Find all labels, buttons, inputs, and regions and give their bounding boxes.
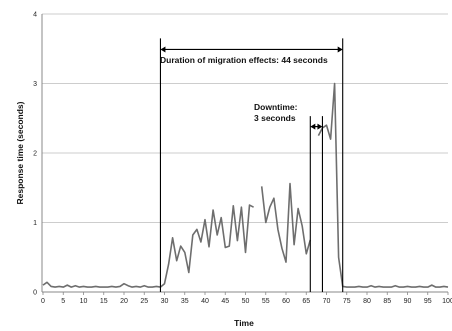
- x-tick-label: 90: [404, 298, 412, 305]
- x-tick-label: 20: [120, 298, 128, 305]
- annotation-arrow-1-head-right: [317, 123, 323, 130]
- x-tick-label: 100: [442, 298, 452, 305]
- x-tick-label: 65: [302, 298, 310, 305]
- annotation-arrow-0: [160, 46, 343, 53]
- x-tick-label: 85: [383, 298, 391, 305]
- x-tick-label: 30: [161, 298, 169, 305]
- y-axis-title: Response time (seconds): [15, 101, 25, 204]
- annotation-migration-text: Duration of migration effects: 44 second…: [160, 55, 328, 65]
- annotation-arrow-1-head-left: [310, 123, 316, 130]
- x-tick-label: 60: [282, 298, 290, 305]
- series-segment-1: [260, 182, 312, 263]
- x-axis-title: Time: [234, 318, 254, 328]
- x-tick-label: 0: [41, 298, 45, 305]
- x-tick-label: 50: [242, 298, 250, 305]
- x-tick-labels: 0 5 10 15 20 25 30 35 40 45 50 55 60 65 70 75 80 85 90 95 10…: [41, 298, 452, 305]
- series-segment-0: [42, 204, 254, 288]
- x-tick-label: 80: [363, 298, 371, 305]
- annotation-downtime-line1: Downtime:: [254, 102, 298, 112]
- annotation-arrow-0-head-right: [337, 46, 343, 53]
- x-tick-label: 75: [343, 298, 351, 305]
- x-tick-label: 10: [80, 298, 88, 305]
- marker-lines: [159, 38, 344, 292]
- x-tick-label: 70: [323, 298, 331, 305]
- annotation-arrow-1: [310, 123, 323, 130]
- x-tick-label: 40: [201, 298, 209, 305]
- y-tick-label: 0: [33, 290, 37, 297]
- series-segment-2: [317, 82, 449, 288]
- x-tick-label: 95: [424, 298, 432, 305]
- series-line: [42, 82, 449, 288]
- x-tick-label: 35: [181, 298, 189, 305]
- y-tick-label: 2: [33, 151, 37, 158]
- y-tick-label: 3: [33, 81, 37, 88]
- y-tick-label: 4: [33, 12, 37, 19]
- annotation-downtime-line2: 3 seconds: [254, 113, 296, 123]
- x-tick-label: 15: [100, 298, 108, 305]
- y-tick-labels: 0 1 2 3 4: [33, 12, 37, 297]
- annotations: Duration of migration effects: 44 second…: [160, 46, 343, 130]
- gridlines: [42, 13, 448, 223]
- y-tick-label: 1: [33, 220, 37, 227]
- x-tick-label: 25: [140, 298, 148, 305]
- x-tick-label: 5: [61, 298, 65, 305]
- x-tick-label: 45: [221, 298, 229, 305]
- x-tick-label: 55: [262, 298, 270, 305]
- annotation-arrow-0-head-left: [160, 46, 166, 53]
- axes: [41, 14, 449, 295]
